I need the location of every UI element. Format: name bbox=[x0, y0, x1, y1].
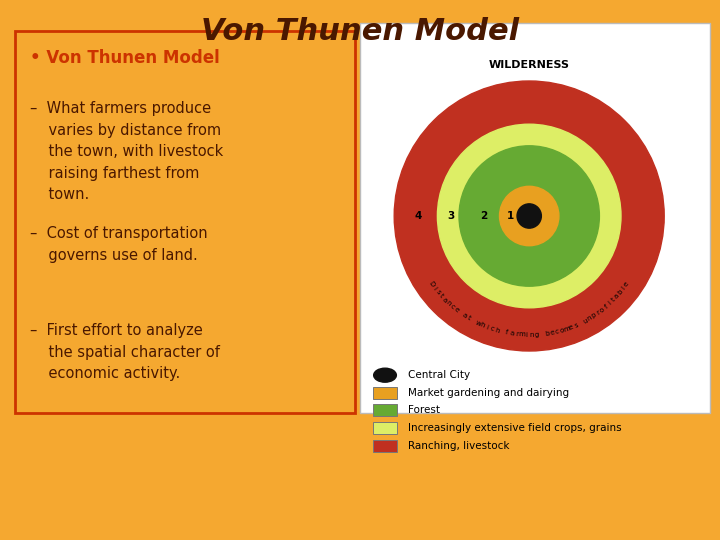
Text: D: D bbox=[428, 280, 436, 288]
Bar bbox=[373, 387, 397, 399]
Text: 1: 1 bbox=[507, 211, 514, 221]
Text: t: t bbox=[611, 296, 616, 303]
Text: Forest: Forest bbox=[408, 406, 440, 415]
Text: e: e bbox=[623, 281, 630, 288]
Text: r: r bbox=[595, 309, 601, 316]
Circle shape bbox=[517, 204, 541, 228]
Text: e: e bbox=[568, 323, 575, 330]
Text: s: s bbox=[435, 289, 441, 295]
Text: i: i bbox=[485, 324, 489, 330]
Text: • Von Thunen Model: • Von Thunen Model bbox=[30, 49, 220, 67]
Text: r: r bbox=[515, 331, 518, 338]
Circle shape bbox=[459, 146, 600, 286]
Text: –  What farmers produce
    varies by distance from
    the town, with livestock: – What farmers produce varies by distanc… bbox=[30, 101, 223, 202]
Text: l: l bbox=[621, 286, 626, 291]
Text: n: n bbox=[445, 300, 452, 307]
Text: a: a bbox=[441, 296, 449, 303]
Text: i: i bbox=[607, 300, 613, 306]
Text: e: e bbox=[549, 329, 554, 336]
Text: n: n bbox=[529, 332, 534, 338]
Circle shape bbox=[395, 81, 665, 351]
Text: h: h bbox=[494, 327, 500, 334]
Text: a: a bbox=[613, 293, 621, 300]
Text: o: o bbox=[559, 327, 564, 334]
Text: a: a bbox=[509, 330, 514, 337]
Text: a: a bbox=[461, 312, 468, 319]
Text: 3: 3 bbox=[447, 211, 454, 221]
Text: 2: 2 bbox=[480, 211, 487, 221]
Text: 4: 4 bbox=[415, 211, 422, 221]
Text: e: e bbox=[453, 306, 460, 313]
Text: Central City: Central City bbox=[408, 370, 470, 380]
Text: m: m bbox=[518, 332, 525, 338]
Text: WILDERNESS: WILDERNESS bbox=[489, 60, 570, 70]
Text: m: m bbox=[562, 325, 571, 333]
Text: o: o bbox=[598, 306, 606, 313]
Text: t: t bbox=[438, 293, 444, 299]
Text: Ranching, livestock: Ranching, livestock bbox=[408, 441, 509, 450]
Text: i: i bbox=[526, 332, 528, 338]
Text: t: t bbox=[466, 315, 472, 322]
Circle shape bbox=[500, 186, 559, 246]
Text: c: c bbox=[449, 303, 456, 310]
Bar bbox=[373, 440, 397, 451]
Text: Increasingly extensive field crops, grains: Increasingly extensive field crops, grai… bbox=[408, 423, 621, 433]
Text: Market gardening and dairying: Market gardening and dairying bbox=[408, 388, 569, 398]
Text: s: s bbox=[573, 322, 579, 329]
Text: n: n bbox=[586, 315, 593, 322]
Text: f: f bbox=[603, 303, 609, 309]
Text: c: c bbox=[489, 325, 495, 332]
Text: Von Thunen Model: Von Thunen Model bbox=[201, 17, 519, 46]
Bar bbox=[373, 404, 397, 416]
FancyBboxPatch shape bbox=[360, 23, 710, 413]
Circle shape bbox=[374, 368, 396, 382]
Text: g: g bbox=[534, 332, 539, 338]
Text: w: w bbox=[474, 319, 482, 327]
Text: –  Cost of transportation
    governs use of land.: – Cost of transportation governs use of … bbox=[30, 226, 207, 262]
Text: h: h bbox=[479, 321, 485, 329]
Text: p: p bbox=[590, 312, 598, 319]
Text: b: b bbox=[544, 330, 549, 337]
Text: f: f bbox=[505, 329, 508, 336]
Text: –  First effort to analyze
    the spatial character of
    economic activity.: – First effort to analyze the spatial ch… bbox=[30, 323, 220, 381]
Text: b: b bbox=[616, 288, 624, 296]
Bar bbox=[373, 422, 397, 434]
Text: u: u bbox=[582, 317, 588, 325]
Text: i: i bbox=[432, 286, 438, 291]
Circle shape bbox=[438, 124, 621, 308]
FancyBboxPatch shape bbox=[15, 31, 355, 413]
Text: c: c bbox=[554, 328, 559, 335]
